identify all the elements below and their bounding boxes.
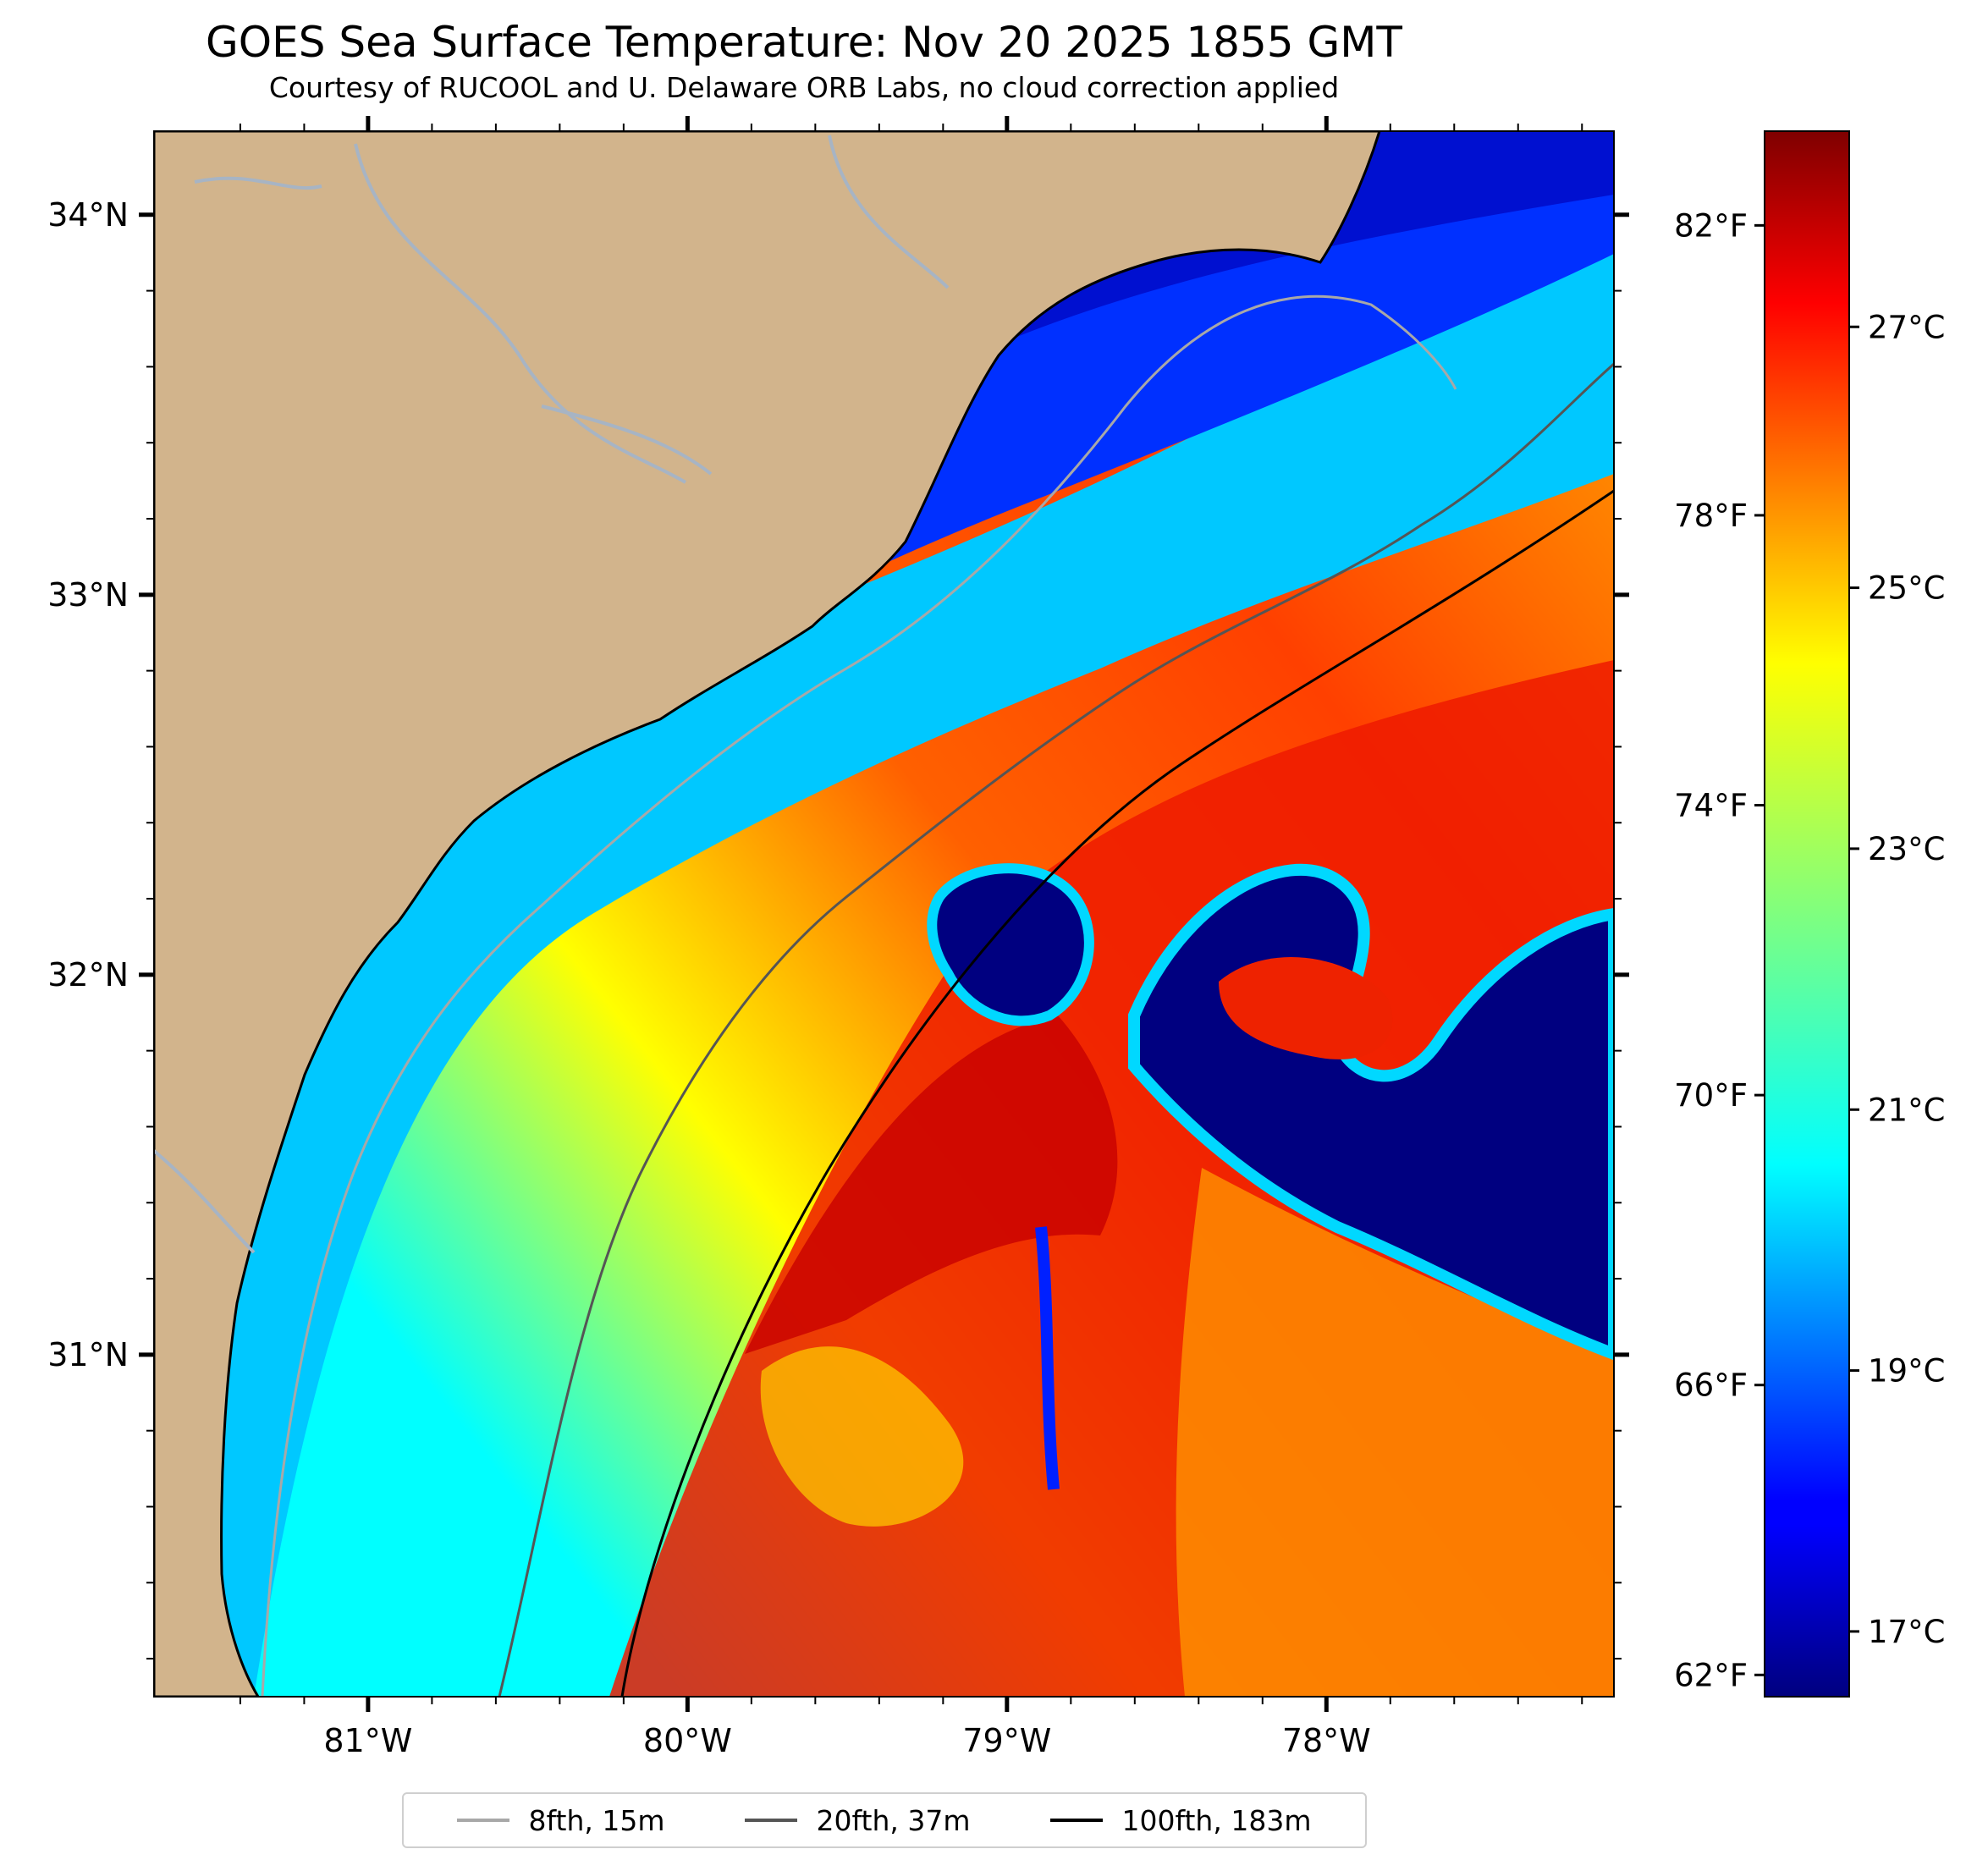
axis-ticks: 81°W 80°W 79°W 78°W 34°N 33°N 32°N 31°N: [47, 116, 1629, 1759]
legend-swatch-8fth: [457, 1819, 510, 1822]
legend-entry-100fth: 100fth, 183m: [1050, 1804, 1311, 1837]
sst-field: [154, 131, 1614, 1697]
warm-patch-offshore: [1176, 1168, 1614, 1697]
isobath-183m: [620, 489, 1614, 1697]
legend-label-100fth: 100fth, 183m: [1121, 1803, 1312, 1837]
map-frame: [153, 130, 1615, 1698]
fahrenheit-tick-label: 78°F: [1674, 498, 1748, 534]
lat-tick-label: 32°N: [47, 956, 129, 993]
warm-core-inside-eddy: [1219, 957, 1393, 1059]
legend-swatch-20fth: [745, 1819, 798, 1822]
celsius-tick-label: 21°C: [1868, 1092, 1945, 1128]
celsius-tick-label: 17°C: [1868, 1614, 1945, 1650]
lon-tick-label: 79°W: [962, 1722, 1051, 1759]
gulf-stream-core: [745, 1015, 1118, 1354]
lon-tick-label: 80°W: [643, 1722, 732, 1759]
nearshore-blue: [154, 131, 1614, 1100]
celsius-tick-label: 25°C: [1868, 570, 1945, 607]
land-mass: [154, 131, 1381, 1697]
rivers: [154, 135, 950, 1254]
legend-swatch-100fth: [1050, 1819, 1104, 1822]
fahrenheit-tick-label: 66°F: [1674, 1367, 1748, 1404]
isobath-legend: 8fth, 15m 20fth, 37m 100fth, 183m: [402, 1792, 1367, 1848]
legend-entry-20fth: 20fth, 37m: [745, 1804, 970, 1837]
map-subtitle: Courtesy of RUCOOL and U. Delaware ORB L…: [268, 71, 1340, 104]
lat-tick-label: 34°N: [47, 196, 129, 234]
fahrenheit-tick-label: 74°F: [1674, 788, 1748, 824]
legend-label-8fth: 8fth, 15m: [528, 1803, 665, 1837]
lon-tick-label: 81°W: [323, 1722, 412, 1759]
cold-eddy-small: [927, 863, 1094, 1026]
nearshore-cyan: [154, 186, 1614, 1697]
colorbar-ticks: 17°C 19°C 21°C 23°C 25°C 27°C 62°F 66°F 70°F 74°F…: [1674, 207, 1945, 1693]
isobath-37m: [498, 362, 1614, 1697]
celsius-tick-label: 23°C: [1868, 831, 1945, 867]
celsius-tick-label: 27°C: [1868, 309, 1945, 345]
map-title: GOES Sea Surface Temperature: Nov 20 202…: [206, 18, 1402, 67]
legend-entry-8fth: 8fth, 15m: [457, 1803, 665, 1837]
legend-label-20fth: 20fth, 37m: [816, 1803, 971, 1837]
cold-filament: [1035, 1226, 1060, 1490]
lat-tick-label: 31°N: [47, 1336, 129, 1373]
lat-tick-label: 33°N: [47, 576, 129, 614]
colorbar: [1764, 130, 1850, 1698]
fahrenheit-tick-label: 82°F: [1674, 207, 1748, 244]
fahrenheit-tick-label: 70°F: [1674, 1077, 1748, 1114]
fahrenheit-tick-label: 62°F: [1674, 1657, 1748, 1693]
yellow-swirls: [760, 1346, 964, 1527]
celsius-tick-label: 19°C: [1868, 1353, 1945, 1389]
lon-tick-label: 78°W: [1282, 1722, 1371, 1759]
isobath-15m: [261, 294, 1457, 1697]
